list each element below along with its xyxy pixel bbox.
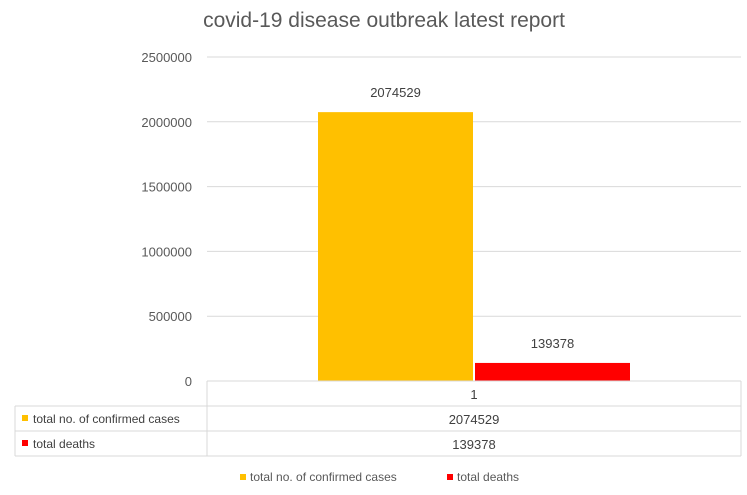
y-tick-label: 2000000 xyxy=(141,115,192,130)
legend-key xyxy=(240,474,246,480)
y-tick-label: 2500000 xyxy=(141,50,192,65)
y-tick-label: 1500000 xyxy=(141,180,192,195)
x-category-label: 1 xyxy=(470,387,477,402)
data-label: 139378 xyxy=(531,336,574,351)
legend-key xyxy=(447,474,453,480)
bars xyxy=(318,112,630,381)
legend-label: total no. of confirmed cases xyxy=(250,470,397,484)
legend-label: total deaths xyxy=(457,470,519,484)
data-table: 1 total no. of confirmed cases 2074529 tota… xyxy=(14,380,742,457)
y-tick-label: 500000 xyxy=(149,309,192,324)
table-legend-key xyxy=(22,440,28,446)
legend: total no. of confirmed cases total deaths xyxy=(240,470,519,484)
data-labels: 2074529 139378 xyxy=(370,85,574,351)
y-tick-label: 0 xyxy=(185,374,192,389)
y-axis-tick-labels: 0 500000 1000000 1500000 2000000 2500000 xyxy=(141,50,192,389)
table-row-value: 139378 xyxy=(452,437,495,452)
data-label: 2074529 xyxy=(370,85,421,100)
table-row-label: total deaths xyxy=(33,437,95,451)
table-legend-key xyxy=(22,415,28,421)
table-row-value: 2074529 xyxy=(449,412,500,427)
table-row-label: total no. of confirmed cases xyxy=(33,412,180,426)
y-tick-label: 1000000 xyxy=(141,244,192,259)
bar-total-deaths xyxy=(475,362,630,381)
gridlines xyxy=(207,56,741,317)
chart-title: covid-19 disease outbreak latest report xyxy=(203,9,565,32)
bar-total-no-of-confirmed-cases xyxy=(318,112,473,381)
